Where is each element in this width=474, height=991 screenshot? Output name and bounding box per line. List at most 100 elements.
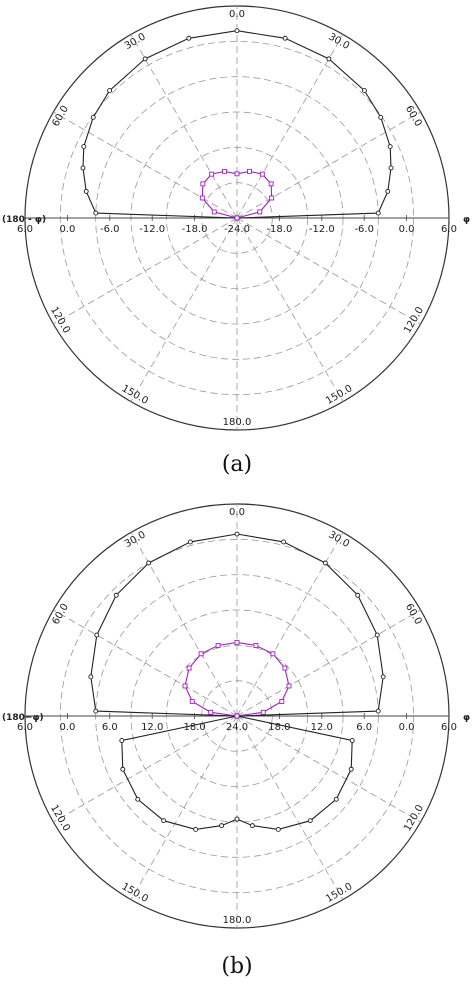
data-point	[326, 56, 332, 62]
data-point	[113, 592, 119, 598]
radial-tick-label: -6.0	[354, 224, 374, 235]
radial-tick-label: -18.0	[182, 224, 208, 235]
data-point	[269, 195, 275, 201]
data-point	[90, 114, 96, 120]
data-point	[234, 28, 240, 34]
data-point	[253, 643, 259, 648]
data-point	[187, 539, 193, 545]
data-point	[234, 816, 240, 822]
data-point	[361, 88, 367, 94]
radial-tick-label: 18.0	[183, 722, 205, 733]
data-point	[259, 171, 265, 177]
radial-tick-label: -6.0	[100, 224, 120, 235]
data-point	[222, 168, 227, 174]
angle-label: 180.0	[223, 915, 252, 926]
radial-tick-label: -24.0	[224, 224, 250, 235]
data-point	[333, 796, 339, 802]
data-point	[161, 818, 167, 824]
angle-label: 30.0	[326, 31, 351, 52]
grid-spoke	[53, 111, 238, 219]
data-point	[260, 709, 266, 715]
angle-label: 0.0	[229, 507, 245, 518]
data-point	[234, 531, 240, 537]
right-axis-label: φ	[463, 215, 470, 225]
radial-tick-label: 0.0	[59, 224, 75, 235]
radial-tick-label: 0.0	[59, 722, 75, 733]
data-point	[200, 181, 206, 187]
data-point	[387, 144, 393, 150]
data-point	[247, 168, 252, 174]
data-point	[282, 665, 288, 671]
data-point	[186, 35, 192, 41]
data-point	[193, 826, 199, 832]
grid-spoke	[53, 715, 238, 823]
polar-chart-b: 6.0 0.0 6.0 12.0 18.0 24.0 18.0 12.0 6.0 0.0 6.0 (1…	[0, 498, 474, 943]
data-point	[234, 713, 240, 719]
angle-label: 60.0	[50, 104, 71, 129]
angle-label: 60.0	[403, 602, 424, 627]
data-point	[142, 56, 148, 62]
grid-spoke	[236, 609, 421, 717]
data-point	[146, 560, 152, 566]
data-point	[189, 698, 195, 704]
grid-spoke	[236, 34, 344, 219]
data-point	[80, 165, 86, 171]
angle-label: 0.0	[229, 9, 245, 20]
grid-spoke	[130, 34, 238, 219]
data-point	[268, 181, 274, 187]
left-axis-label: (180−φ)	[2, 713, 44, 723]
data-point	[198, 651, 204, 657]
data-point	[83, 188, 89, 194]
angle-label: 30.0	[123, 529, 148, 550]
angle-label: 180.0	[223, 417, 252, 428]
data-point	[348, 766, 354, 772]
data-point	[282, 35, 288, 41]
caption-b: (b)	[221, 954, 253, 979]
data-point	[349, 738, 355, 743]
data-point	[286, 683, 292, 689]
grid-spoke	[53, 609, 238, 717]
data-point	[182, 683, 188, 689]
radial-tick-label: 24.0	[226, 722, 248, 733]
grid-spoke	[236, 111, 421, 219]
angle-label: 60.0	[50, 602, 71, 627]
caption-a: (a)	[221, 452, 253, 477]
radial-tick-label: 6.0	[102, 722, 118, 733]
data-point	[375, 210, 381, 216]
grid-spoke	[130, 217, 238, 402]
radial-tick-label: 12.0	[141, 722, 163, 733]
data-point	[186, 665, 192, 671]
data-point	[307, 818, 313, 824]
angle-label: 60.0	[403, 104, 424, 129]
polar-plot-b: 6.0 0.0 6.0 12.0 18.0 24.0 18.0 12.0 6.0 0.0 6.0(1…	[2, 503, 470, 929]
data-point	[275, 826, 281, 832]
data-point	[234, 215, 240, 221]
data-point	[135, 796, 141, 802]
radial-tick-label: -12.0	[309, 224, 335, 235]
data-point	[209, 171, 215, 177]
angle-label: 30.0	[123, 31, 148, 52]
grid-spoke	[236, 715, 344, 900]
radial-tick-label: 6.0	[17, 722, 33, 733]
radial-tick-label: -18.0	[266, 224, 292, 235]
radial-tick-label: 6.0	[17, 224, 33, 235]
radial-tick-label: 18.0	[268, 722, 290, 733]
data-point	[279, 698, 285, 704]
grid-spoke	[236, 217, 421, 325]
data-point	[219, 823, 225, 829]
radial-tick-label: 6.0	[441, 722, 457, 733]
left-axis-label: (180 - φ)	[2, 215, 46, 225]
right-axis-label: φ	[463, 713, 470, 723]
data-point	[234, 639, 240, 645]
radial-tick-label: 0.0	[399, 722, 415, 733]
data-point	[234, 171, 240, 177]
data-point	[199, 195, 205, 201]
grid-spoke	[130, 715, 238, 900]
grid-spoke	[53, 217, 238, 325]
grid-spoke	[236, 217, 344, 402]
data-point	[380, 674, 386, 680]
data-point	[93, 708, 99, 714]
radial-tick-label: 6.0	[441, 224, 457, 235]
data-point	[120, 766, 126, 772]
angle-label: 30.0	[326, 529, 351, 550]
